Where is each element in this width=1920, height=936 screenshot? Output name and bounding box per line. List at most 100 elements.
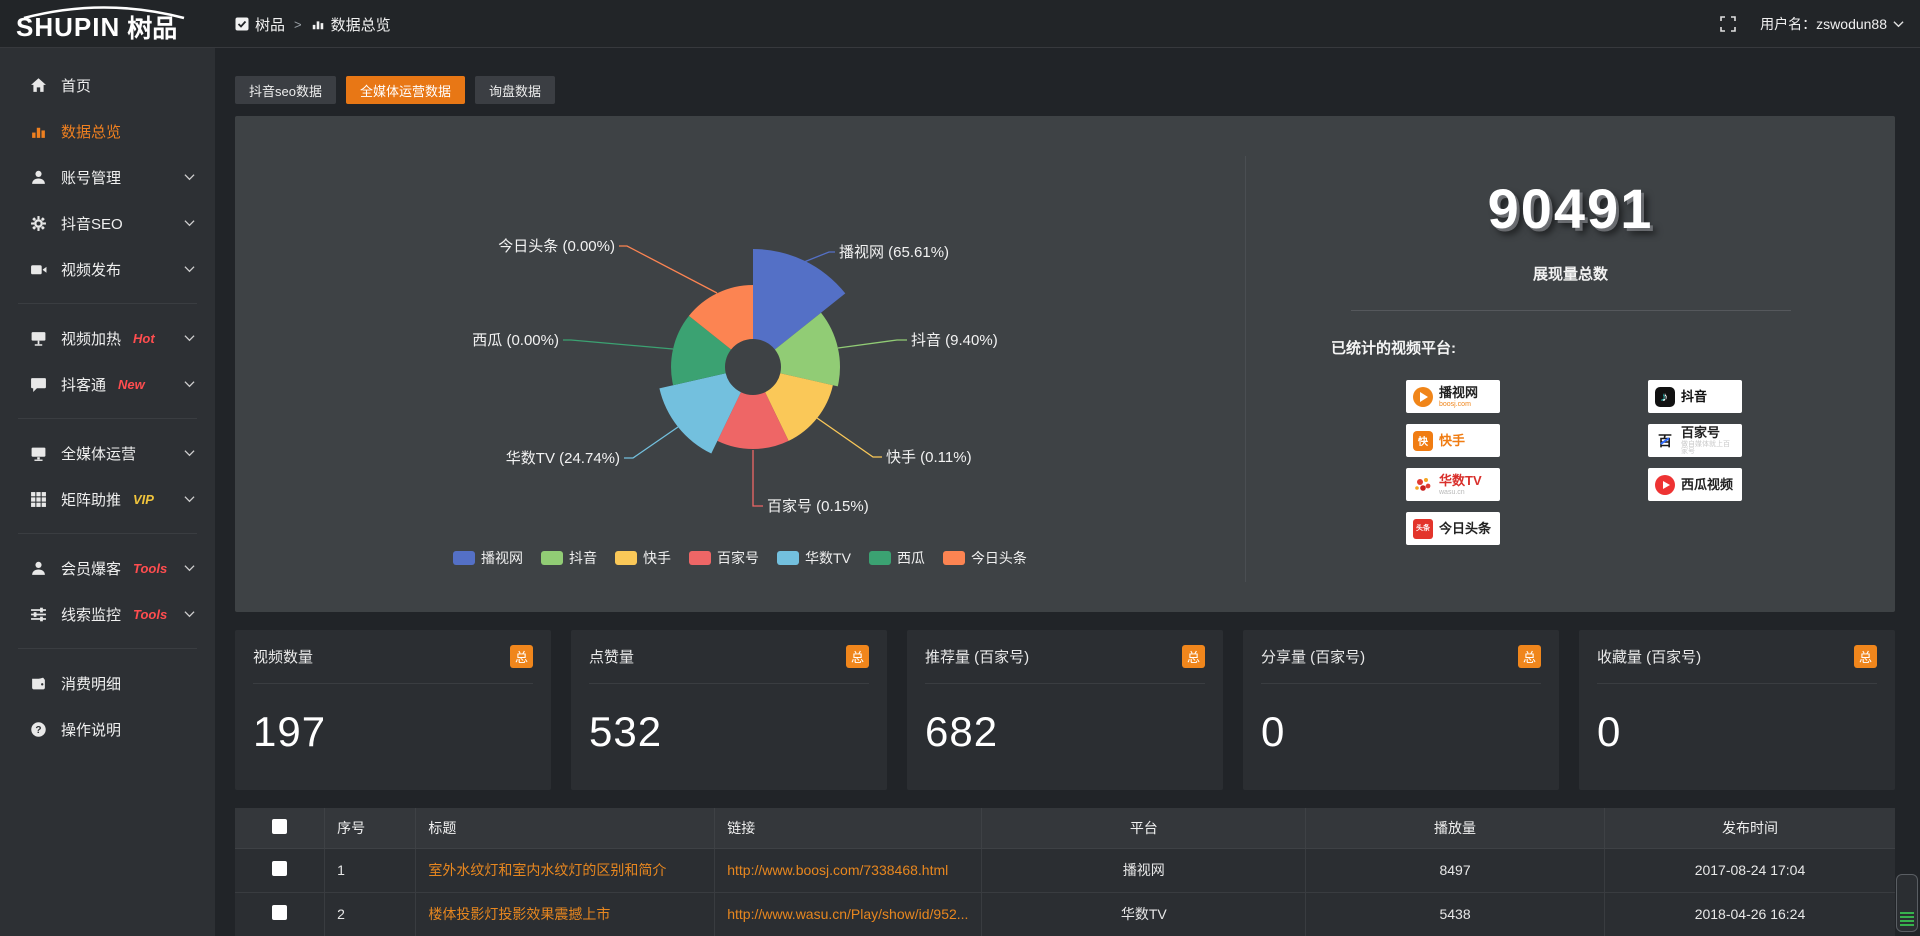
pie-slice-华数TV[interactable] [659,373,741,454]
sidebar-item-视频发布[interactable]: 视频发布 [0,246,215,292]
stat-card-分享量 (百家号): 分享量 (百家号) 总 0 [1243,630,1559,790]
sidebar-item-badge: Tools [133,560,168,576]
platform-subtitle: wasu.cn [1439,488,1465,496]
app-logo[interactable]: SHUPIN 树品 [0,0,215,48]
platform-subtitle: boosj.com [1439,400,1471,408]
tab-全媒体运营数据[interactable]: 全媒体运营数据 [345,76,465,104]
sidebar-item-视频加热[interactable]: 视频加热 Hot [0,315,215,361]
sidebar-item-消费明细[interactable]: 消费明细 [0,660,215,706]
overview-panel: 播视网 (65.61%) 抖音 (9.40%) 快手 (0.11%) 百家号 (0.1… [235,116,1895,612]
rose-chart: 播视网 (65.61%) 抖音 (9.40%) 快手 (0.11%) 百家号 (0.1… [235,116,1245,581]
floating-helper-widget[interactable] [1896,874,1918,932]
sidebar-item-抖音SEO[interactable]: 抖音SEO [0,200,215,246]
legend-swatch [615,551,638,565]
stat-card-label: 点赞量 [589,649,635,666]
platform-badge-百家号: 百百家号做自媒体就上百家号 [1648,424,1742,457]
legend-item-百家号[interactable]: 百家号 [689,548,759,568]
chart-legend: 播视网 抖音 快手 百家号 华数TV 西瓜 今日头条 [235,548,1245,568]
label-leader-line [803,251,835,263]
legend-item-西瓜[interactable]: 西瓜 [868,548,925,568]
summary-divider [1350,310,1791,311]
label-leader-line [624,426,679,459]
stat-card-value: 682 [925,708,999,755]
sidebar-item-操作说明[interactable]: ? 操作说明 [0,706,215,752]
sidebar-item-线索监控[interactable]: 线索监控 Tools [0,591,215,637]
legend-swatch [453,551,476,565]
platform-badge-播视网: 播视网 boosj.com [1406,380,1500,413]
chevron-down-icon [184,174,195,181]
pie-slice-播视网[interactable] [753,248,846,350]
user-menu[interactable]: 用户名：zswodun88 [1760,14,1904,34]
legend-item-今日头条[interactable]: 今日头条 [942,548,1027,568]
pie-slice-百家号[interactable] [717,392,789,450]
legend-label: 今日头条 [970,550,1027,566]
stat-card-value: 532 [589,708,663,755]
platform-name: 播视网 [1439,384,1479,400]
sidebar-item-账号管理[interactable]: 账号管理 [0,154,215,200]
legend-label: 华数TV [805,550,851,566]
column-header-序号: 序号 [324,808,417,849]
sidebar-item-label: 视频加热 [61,330,122,348]
total-badge: 总 [1518,645,1541,668]
chevron-down-icon [184,220,195,227]
select-all-checkbox[interactable] [272,818,288,834]
cell-link[interactable]: http://www.wasu.cn/Play/show/id/952... [714,891,983,936]
chevron-down-icon [184,335,195,342]
tab-询盘数据[interactable]: 询盘数据 [474,76,555,104]
total-badge: 总 [846,645,869,668]
platform-subtitle: 做自媒体就上百家号 [1681,441,1730,455]
logo-arc-icon [23,6,185,20]
platform-badge-华数TV: 华数TV wasu.cn [1406,468,1500,501]
legend-item-快手[interactable]: 快手 [615,548,671,568]
sidebar-item-label: 视频发布 [61,261,122,279]
breadcrumb-root[interactable]: 树品 [235,14,285,35]
cell-link[interactable]: http://www.boosj.com/7338468.html [714,847,983,893]
stat-card-点赞量: 点赞量 总 532 [571,630,887,790]
help-icon: ? [31,721,46,737]
slice-label-快手: 快手 (0.11%) [886,449,972,466]
sidebar-item-首页[interactable]: 首页 [0,62,215,108]
platform-name: 快手 [1439,433,1466,448]
row-checkbox[interactable] [272,861,288,876]
pie-slice-抖音[interactable] [774,312,840,387]
user-icon [32,561,45,575]
breadcrumb-current[interactable]: 数据总览 [311,14,391,35]
legend-item-播视网[interactable]: 播视网 [453,548,523,568]
logo-text-cn: 树品 [127,15,178,43]
tab-抖音seo数据[interactable]: 抖音seo数据 [235,76,336,104]
svg-text:?: ? [35,725,41,736]
sidebar-divider [18,648,197,649]
sidebar-item-数据总览[interactable]: 数据总览 [0,108,215,154]
sidebar-item-矩阵助推[interactable]: 矩阵助推 VIP [0,476,215,522]
cell-title[interactable]: 楼体投影灯投影效果震撼上市 [415,891,716,936]
sidebar-divider [18,418,197,419]
legend-swatch [689,551,712,565]
row-checkbox[interactable] [272,905,288,920]
impressions-total: 90491 [1487,177,1654,240]
breadcrumb: 树品 > 数据总览 [235,0,391,48]
video-table: 序号 标题 链接 平台 播放量 发布时间 1 室外水纹灯和室内水纹灯的区别和简介 http:/… [235,808,1895,936]
sidebar-divider [18,533,197,534]
label-leader-line [837,339,907,349]
total-badge: 总 [1182,645,1205,668]
gear-icon [31,215,46,231]
legend-item-华数TV[interactable]: 华数TV [777,548,851,568]
sidebar-item-抖客通[interactable]: 抖客通 New [0,361,215,407]
slice-label-百家号: 百家号 (0.15%) [767,498,869,515]
chevron-down-icon [184,565,195,572]
column-header-标题: 标题 [415,808,716,849]
pie-slice-快手[interactable] [765,373,833,441]
pie-slice-今日头条[interactable] [688,285,753,350]
cell-plays: 5438 [1305,891,1605,936]
platform-name: 百家号 [1681,425,1721,440]
bar-chart-icon [32,127,45,138]
sidebar-item-label: 全媒体运营 [61,445,137,463]
sidebar-item-全媒体运营[interactable]: 全媒体运营 [0,430,215,476]
legend-label: 播视网 [481,550,524,566]
sidebar-item-会员爆客[interactable]: 会员爆客 Tools [0,545,215,591]
legend-item-抖音[interactable]: 抖音 [541,548,597,568]
pie-slice-西瓜[interactable] [671,315,732,386]
cell-title[interactable]: 室外水纹灯和室内水纹灯的区别和简介 [415,847,716,893]
fullscreen-icon[interactable] [1720,16,1736,32]
stat-card-收藏量 (百家号): 收藏量 (百家号) 总 0 [1579,630,1895,790]
